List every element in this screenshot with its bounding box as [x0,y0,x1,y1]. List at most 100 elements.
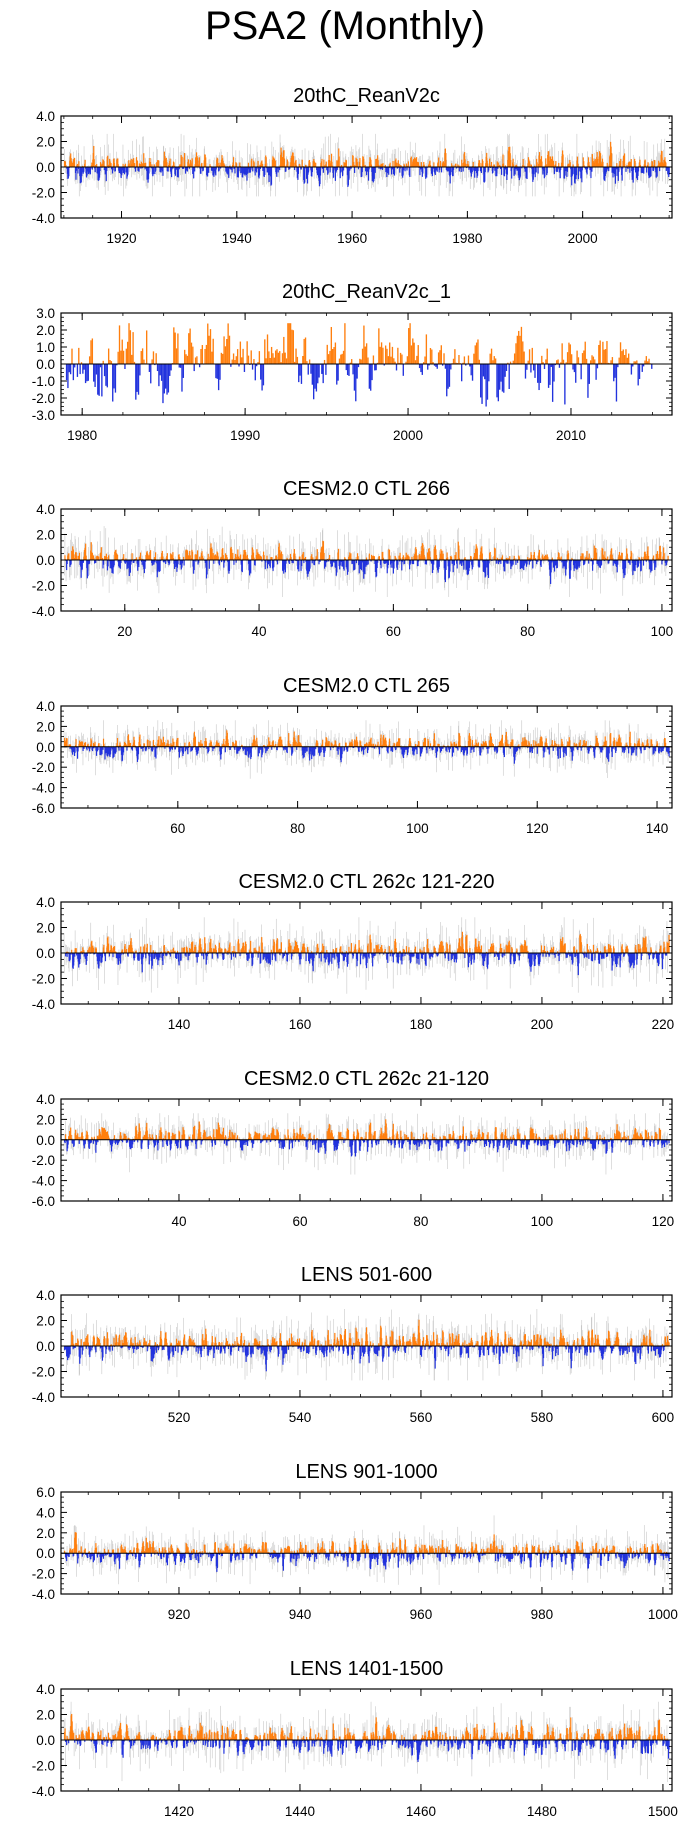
negative-bar [150,364,151,383]
positive-bar [266,556,267,560]
x-tick-label: 2010 [556,428,586,443]
positive-bar [199,157,200,167]
negative-bar [346,364,347,370]
positive-bar [529,349,530,364]
positive-bar [401,355,402,364]
negative-bar [426,560,427,565]
positive-bar [109,360,110,364]
positive-bar [276,349,277,364]
positive-bar [291,330,292,364]
x-tick-label: 2000 [393,428,423,443]
positive-bar [327,345,328,364]
positive-bar [576,351,577,364]
positive-bar [202,345,203,364]
positive-bar [408,161,409,167]
positive-bar [454,349,455,364]
positive-bar [361,359,362,364]
positive-bar [226,339,227,364]
positive-bar [537,162,538,167]
y-tick-label: 4.0 [36,109,55,124]
negative-bar [526,364,527,370]
positive-bar [156,353,157,364]
negative-bar [370,364,371,391]
positive-bar [264,339,265,364]
positive-bar [482,161,483,167]
positive-bar [117,555,118,560]
positive-bar [94,159,95,167]
positive-bar [605,349,606,364]
positive-bar [339,359,340,364]
negative-bar [575,364,576,383]
negative-bar [96,364,97,375]
positive-bar [443,353,444,364]
positive-bar [612,357,613,364]
positive-bar [571,354,572,364]
negative-bar [472,560,473,567]
positive-bar [220,163,221,167]
positive-bar [281,554,282,560]
negative-bar [484,364,485,379]
x-tick-label: 1990 [230,428,260,443]
positive-bar [287,161,288,167]
negative-bar [158,364,159,386]
positive-bar [192,552,193,560]
positive-bar [190,555,191,560]
negative-bar [537,364,538,383]
negative-bar [263,364,264,385]
negative-bar [104,364,105,376]
negative-bar [477,167,478,171]
positive-bar [188,333,189,364]
positive-bar [246,556,247,560]
negative-bar [380,560,381,568]
negative-bar [355,364,356,401]
negative-bar [449,364,450,387]
positive-bar [221,353,222,364]
negative-bar [298,560,299,571]
positive-bar [390,357,391,364]
negative-bar [413,560,414,564]
positive-bar [367,358,368,364]
negative-bar [89,560,90,564]
positive-bar [344,323,345,364]
positive-bar [465,164,466,167]
negative-bar [503,364,504,393]
positive-bar [120,351,121,364]
positive-bar [436,555,437,560]
negative-bar [229,560,230,571]
negative-bar [318,560,319,564]
positive-bar [150,550,151,560]
positive-bar [98,556,99,560]
positive-bar [556,360,557,364]
panel-title: CESM2.0 CTL 266 [283,478,450,500]
positive-bar [170,159,171,167]
positive-bar [259,351,260,364]
positive-bar [468,356,469,364]
negative-bar [148,167,149,173]
positive-bar [624,355,625,364]
positive-bar [438,158,439,167]
negative-bar [368,560,369,564]
positive-bar [342,354,343,364]
positive-bar [241,357,242,364]
positive-bar [233,157,234,167]
negative-bar [348,364,349,376]
positive-bar [290,323,291,364]
negative-bar [135,364,136,400]
positive-bar [92,338,93,364]
negative-bar [179,364,180,368]
negative-bar [564,364,565,404]
negative-bar [98,364,99,396]
negative-bar [500,364,501,382]
positive-bar [233,353,234,364]
negative-bar [184,560,185,565]
negative-bar [618,167,619,172]
negative-bar [552,364,553,402]
positive-bar [270,358,271,364]
negative-bar [589,364,590,384]
negative-bar [447,364,448,389]
negative-bar [409,167,410,177]
panel-2: 20thC_ReanV2c_13.02.01.00.0-1.0-2.0-3.01… [32,281,672,443]
negative-bar [73,364,74,380]
positive-bar [166,162,167,167]
